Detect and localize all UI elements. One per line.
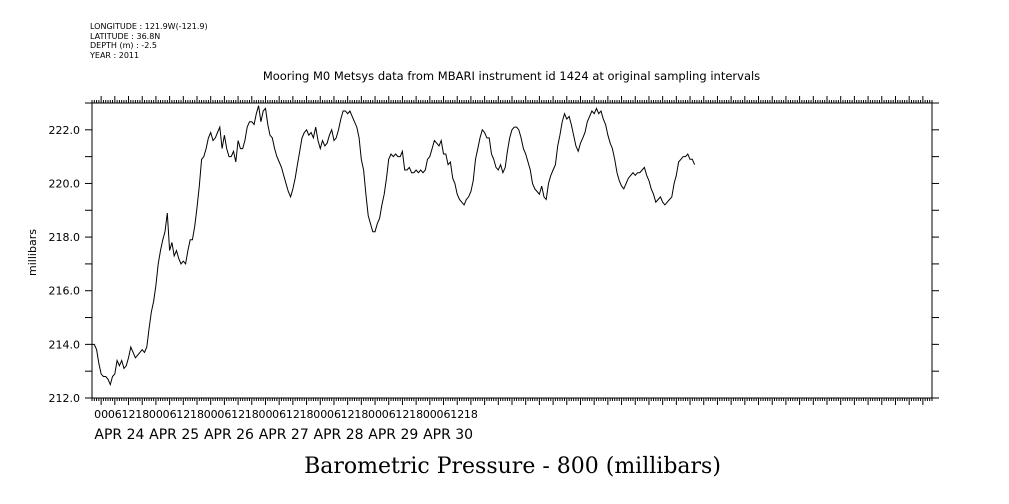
- x-hour-label: 12: [286, 408, 300, 421]
- x-hour-label: 12: [341, 408, 355, 421]
- x-hour-label: 12: [176, 408, 190, 421]
- axis-ticks: [85, 96, 939, 405]
- x-hour-label: 00: [313, 408, 327, 421]
- x-hour-label: 18: [190, 408, 204, 421]
- y-tick-label: 216.0: [49, 285, 81, 298]
- x-hour-label: 12: [395, 408, 409, 421]
- x-hour-label: 18: [135, 408, 149, 421]
- y-tick-label: 212.0: [49, 392, 81, 405]
- y-tick-label: 218.0: [49, 231, 81, 244]
- x-hour-label: 18: [464, 408, 478, 421]
- x-hour-label: 06: [272, 408, 286, 421]
- x-hour-label: 00: [368, 408, 382, 421]
- x-hour-label: 06: [108, 408, 122, 421]
- y-tick-label: 220.0: [49, 177, 81, 190]
- plot-border: [91, 102, 933, 399]
- y-tick-label: 214.0: [49, 338, 81, 351]
- x-hour-label: 00: [94, 408, 108, 421]
- plot-frame: [91, 102, 933, 399]
- x-hour-label: 12: [231, 408, 245, 421]
- x-hour-label: 18: [245, 408, 259, 421]
- series-layer: [92, 105, 696, 387]
- latitude-text: LATITUDE : 36.8N: [90, 31, 161, 41]
- y-tick-label: 222.0: [49, 124, 81, 137]
- x-hour-label: 12: [450, 408, 464, 421]
- x-hour-label: 00: [423, 408, 437, 421]
- x-hour-label: 06: [437, 408, 451, 421]
- x-hour-label: 12: [122, 408, 136, 421]
- x-hour-label: 06: [217, 408, 231, 421]
- x-hour-label: 00: [258, 408, 272, 421]
- metadata-block: LONGITUDE : 121.9W(-121.9) LATITUDE : 36…: [90, 22, 208, 60]
- x-hour-label: 00: [204, 408, 218, 421]
- x-hour-label: 18: [409, 408, 423, 421]
- x-hour-label: 18: [354, 408, 368, 421]
- x-day-label: APR 30: [423, 427, 473, 443]
- depth-text: DEPTH (m) : -2.5: [90, 41, 157, 50]
- x-day-label: APR 24: [94, 427, 144, 443]
- x-hour-label: 18: [300, 408, 314, 421]
- x-hour-label: 06: [327, 408, 341, 421]
- year-text: YEAR : 2011: [90, 50, 140, 60]
- x-day-label: APR 27: [259, 427, 309, 443]
- longitude-text: LONGITUDE : 121.9W(-121.9): [90, 22, 208, 31]
- pressure-series-line: [92, 105, 696, 387]
- x-day-label: APR 26: [204, 427, 254, 443]
- x-day-label: APR 29: [368, 427, 418, 443]
- y-axis-label: millibars: [26, 229, 39, 276]
- x-hour-label: 06: [382, 408, 396, 421]
- x-day-label: APR 28: [314, 427, 364, 443]
- footer-title: Barometric Pressure - 800 (millibars): [304, 454, 721, 479]
- chart-title: Mooring M0 Metsys data from MBARI instru…: [262, 69, 761, 83]
- x-hour-label: 06: [163, 408, 177, 421]
- x-day-label: APR 25: [149, 427, 199, 443]
- x-hour-label: 00: [149, 408, 163, 421]
